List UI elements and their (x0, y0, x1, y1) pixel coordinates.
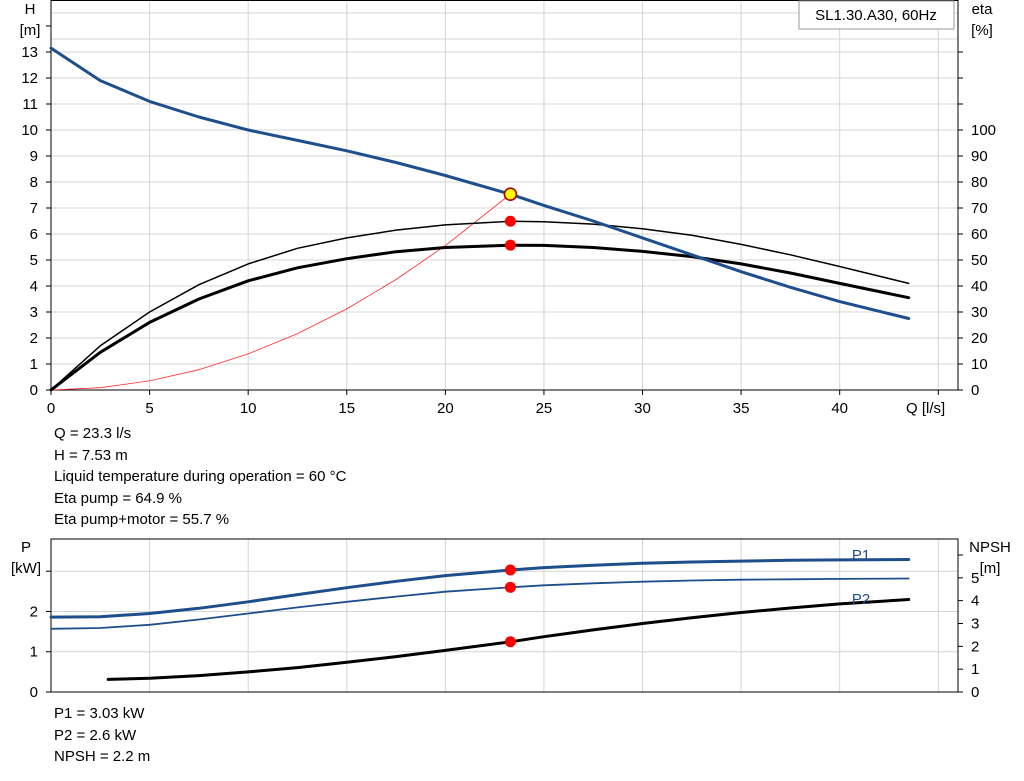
y-left-tick-label: 13 (21, 44, 38, 61)
y-right-tick-label: 1 (971, 661, 979, 678)
y-right-tick-label: 50 (971, 252, 988, 269)
plot-frame (50, 538, 959, 693)
y-right-tick-label: 60 (971, 226, 988, 243)
y-left-tick-label: 0 (30, 684, 38, 701)
y-left-tick-label: 6 (30, 226, 38, 243)
y-right-tick-label: 4 (971, 593, 979, 610)
x-tick-label: 40 (831, 400, 848, 417)
x-tick-label: 15 (338, 400, 355, 417)
series-line-p2 (50, 577, 910, 630)
readout-head: H = 7.53 m (54, 446, 128, 464)
pump-model-box (798, 0, 955, 30)
marker-p1 (504, 564, 516, 576)
readout-npsh: NPSH = 2.2 m (54, 748, 151, 765)
readout-liquid-temperature: Liquid temperature during operation = 60… (54, 468, 347, 485)
plot-area (51, 539, 958, 692)
series-line-eta-pump (50, 220, 910, 391)
y-left-axis-title: P (21, 539, 31, 556)
y-left-tick-label: 2 (30, 603, 38, 620)
x-tick-label: 35 (733, 400, 750, 417)
y-right-tick-label: 5 (971, 570, 979, 587)
series-label-p2: P2 (852, 591, 870, 608)
x-tick-label: 5 (145, 400, 153, 417)
marker-duty-point (503, 187, 518, 202)
y-left-tick-label: 9 (30, 148, 38, 165)
y-right-tick-label: 3 (971, 615, 979, 632)
y-right-tick-label: 10 (971, 356, 988, 373)
series-label-p1: P1 (852, 547, 870, 564)
x-tick-label: 25 (536, 400, 553, 417)
y-right-axis-title: eta (972, 1, 994, 18)
series-line-system-curve (50, 193, 511, 391)
power-readout: P1 = 3.03 kW P2 = 2.6 kW NPSH = 2.2 m (54, 703, 150, 768)
plot-frame (50, 0, 959, 391)
readout-eta-pump: Eta pump = 64.9 % (54, 489, 182, 507)
x-tick-label: 30 (634, 400, 651, 417)
y-left-axis-unit: [kW] (11, 560, 41, 577)
readout-p2: P2 = 2.6 kW (54, 726, 137, 744)
x-tick-label: 20 (437, 400, 454, 417)
y-left-tick-label: 12 (21, 70, 38, 87)
y-right-tick-label: 0 (971, 684, 979, 701)
readout-eta-pump-motor: Eta pump+motor = 55.7 % (54, 511, 230, 528)
y-left-axis-title: H (25, 1, 36, 18)
y-left-tick-label: 10 (21, 122, 38, 139)
series-line-p1 (49, 558, 911, 619)
axes-ticks (46, 554, 963, 693)
y-left-tick-label: 1 (30, 356, 38, 373)
operating-point-readout: Q = 23.3 l/s H = 7.53 m Liquid temperatu… (54, 423, 346, 531)
y-right-tick-label: 80 (971, 174, 988, 191)
y-right-tick-label: 20 (971, 330, 988, 347)
y-right-axis-unit: [m] (980, 560, 1001, 577)
y-left-tick-label: 2 (30, 330, 38, 347)
x-tick-label: 10 (240, 400, 257, 417)
y-right-tick-label: 2 (971, 638, 979, 655)
y-left-tick-label: 8 (30, 174, 38, 191)
y-left-tick-label: 11 (22, 96, 38, 113)
y-right-tick-label: 90 (971, 148, 988, 165)
y-left-tick-label: 4 (30, 278, 38, 295)
y-left-tick-label: 5 (30, 252, 38, 269)
y-right-tick-label: 30 (971, 304, 988, 321)
y-left-axis-unit: [m] (20, 22, 41, 39)
y-right-axis-unit: [%] (971, 22, 993, 39)
y-left-tick-label: 0 (30, 382, 38, 399)
series-line-H (49, 46, 911, 320)
performance-chart: 0 5 10 15 20 25 30 35 40012345678910111213010203… (20, 0, 996, 417)
readout-p1: P1 = 3.03 kW (54, 705, 145, 722)
y-right-tick-label: 40 (971, 278, 988, 295)
readout-flow: Q = 23.3 l/s (54, 425, 132, 442)
y-right-tick-label: 0 (971, 382, 979, 399)
y-left-tick-label: 3 (30, 304, 38, 321)
power-npsh-chart: 0 1 2 0 1 2 3 4 5 P [kW] NPSH [m] P1 P2 (11, 538, 1011, 701)
y-right-tick-label: 100 (971, 122, 996, 139)
marker-npsh (504, 636, 516, 648)
y-left-tick-label: 1 (30, 644, 38, 661)
x-tick-label: 0 (47, 400, 55, 417)
marker-eta-pump-motor (504, 239, 516, 251)
y-right-tick-label: 70 (971, 200, 988, 217)
y-left-tick-label: 7 (30, 200, 38, 217)
marker-p2 (504, 581, 516, 593)
x-axis-title: Q [l/s] (906, 400, 945, 417)
series-line-eta-pump-motor (49, 243, 911, 392)
y-right-axis-title: NPSH (969, 539, 1011, 556)
pump-model-label: SL1.30.A30, 60Hz (815, 7, 937, 24)
marker-eta-pump (504, 215, 516, 227)
